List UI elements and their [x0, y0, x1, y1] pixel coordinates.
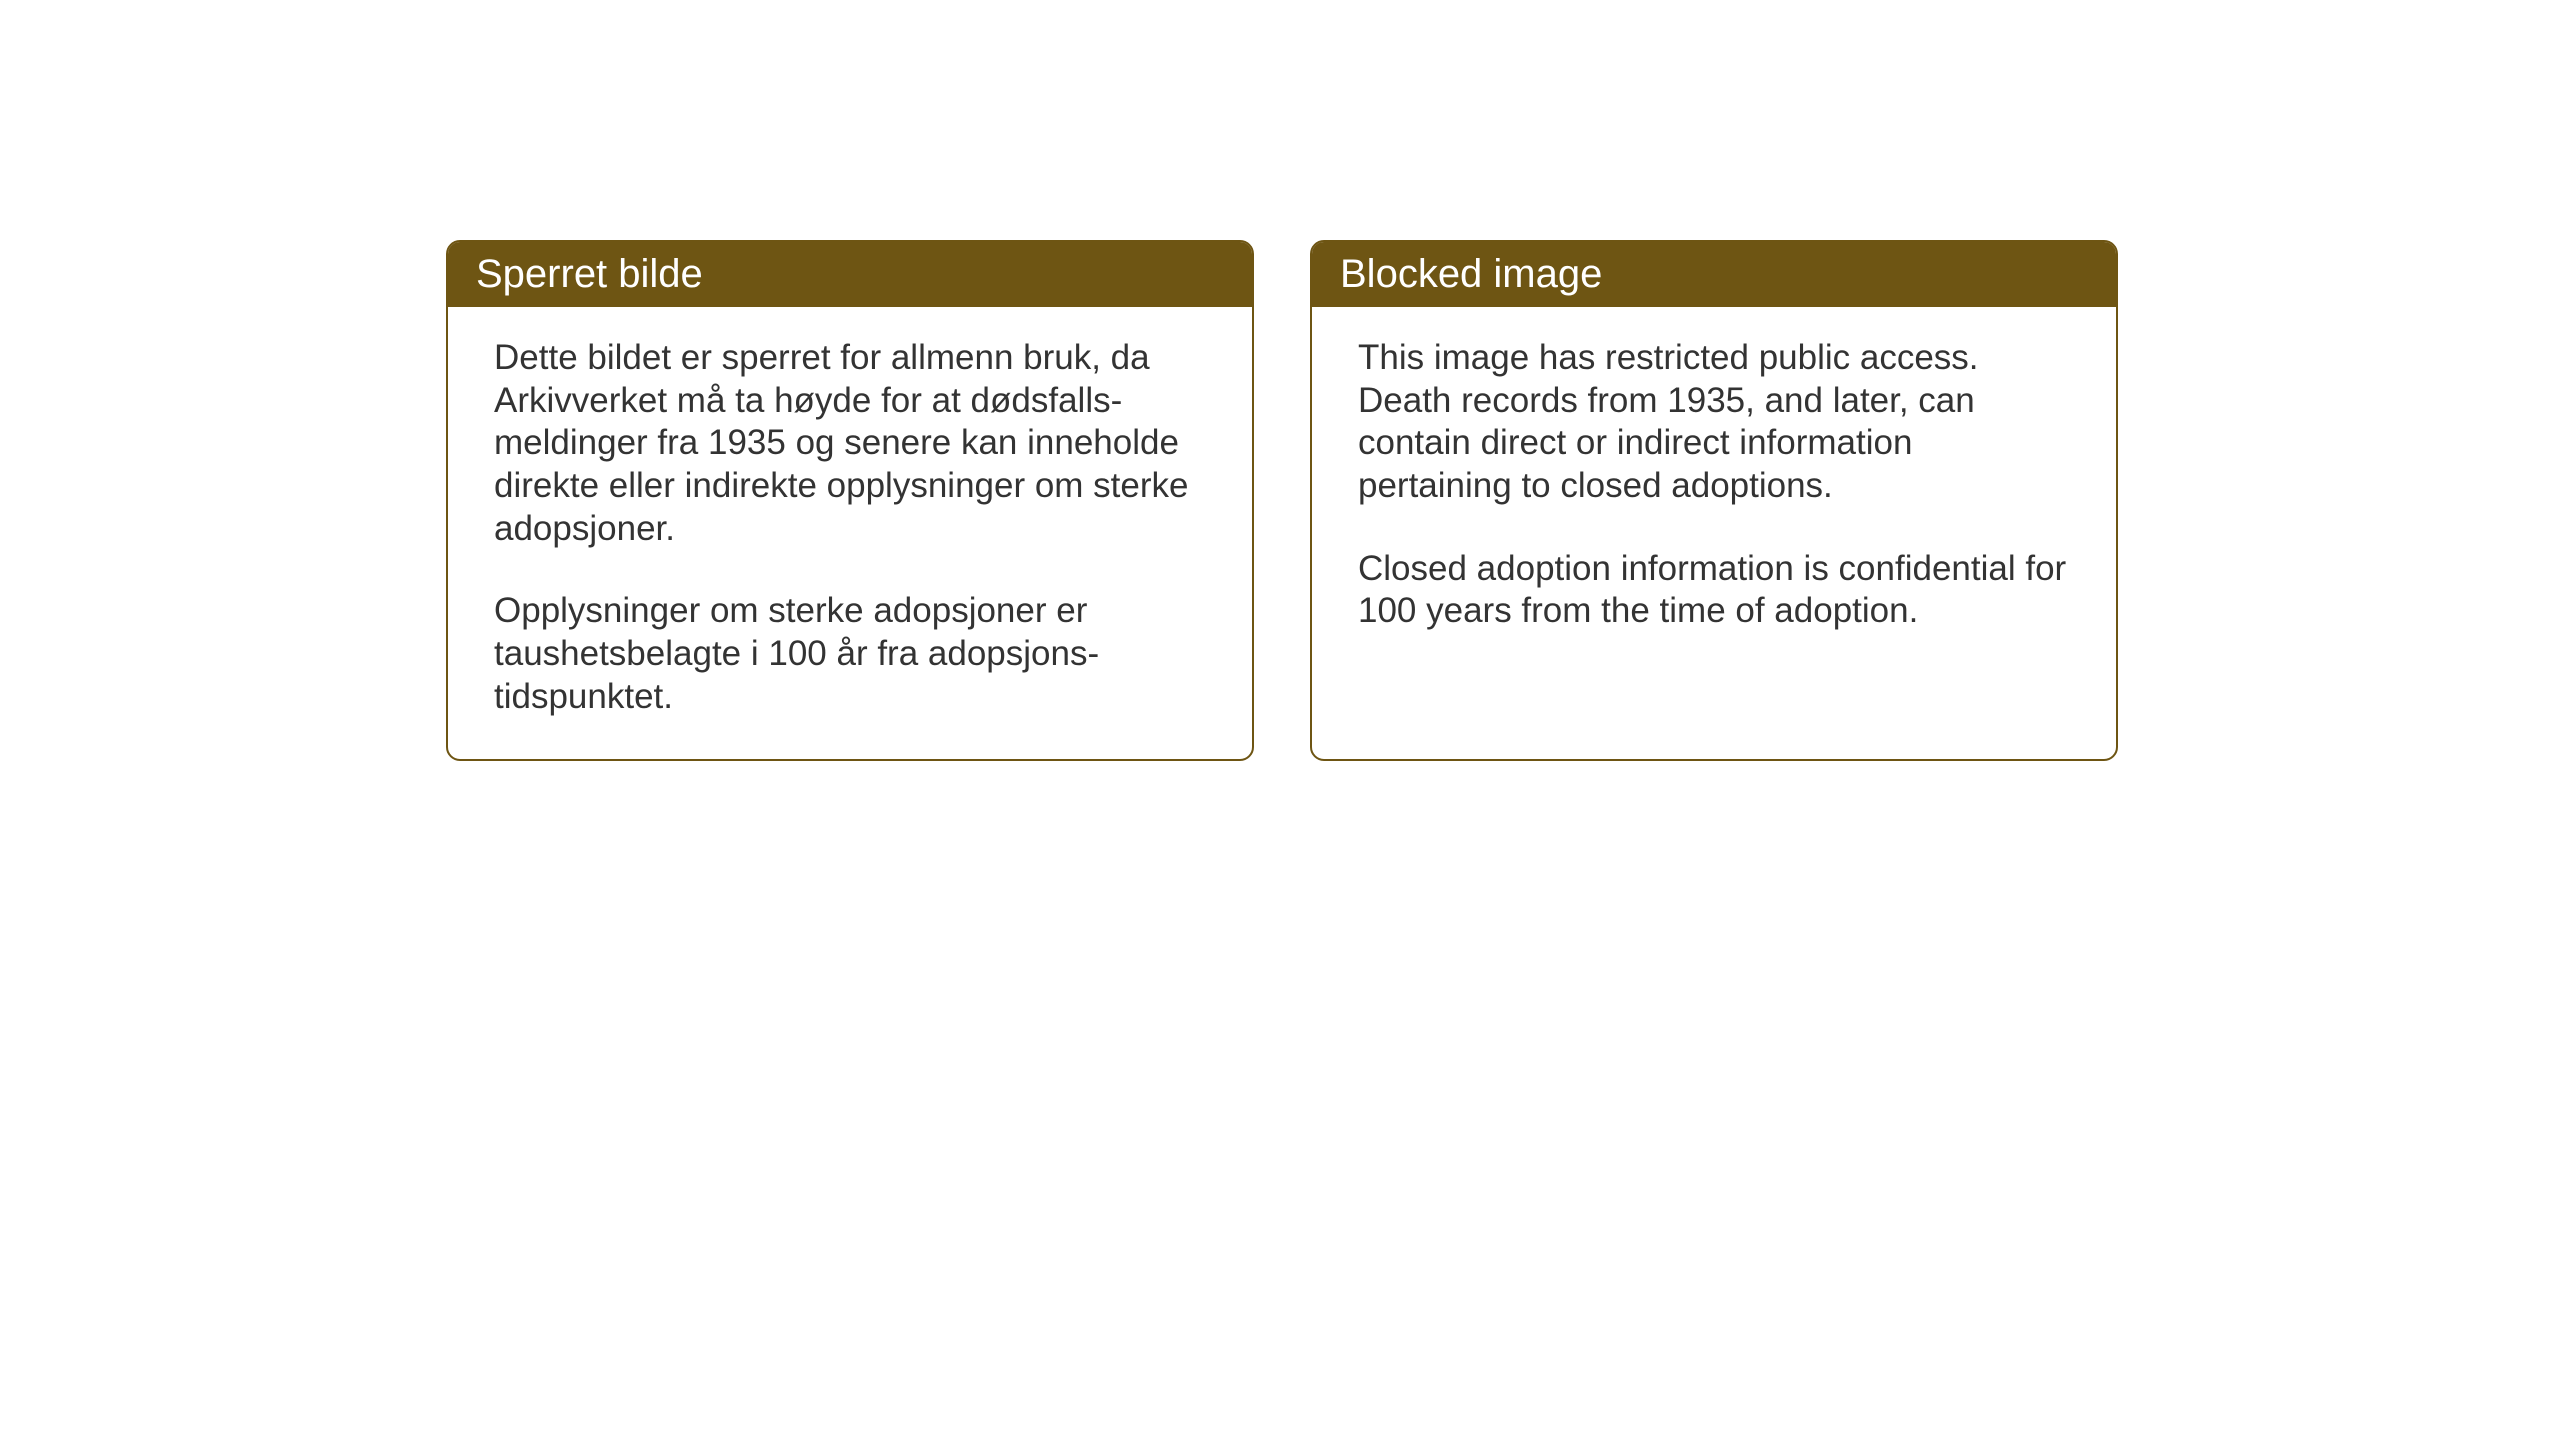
norwegian-card-body: Dette bildet er sperret for allmenn bruk…	[448, 307, 1252, 759]
norwegian-paragraph-2: Opplysninger om sterke adopsjoner er tau…	[494, 590, 1206, 718]
english-paragraph-2: Closed adoption information is confident…	[1358, 548, 2070, 633]
english-card-title: Blocked image	[1312, 242, 2116, 307]
english-paragraph-1: This image has restricted public access.…	[1358, 337, 2070, 508]
english-card-body: This image has restricted public access.…	[1312, 307, 2116, 673]
norwegian-info-card: Sperret bilde Dette bildet er sperret fo…	[446, 240, 1254, 761]
info-cards-container: Sperret bilde Dette bildet er sperret fo…	[446, 240, 2118, 761]
norwegian-card-title: Sperret bilde	[448, 242, 1252, 307]
norwegian-paragraph-1: Dette bildet er sperret for allmenn bruk…	[494, 337, 1206, 550]
english-info-card: Blocked image This image has restricted …	[1310, 240, 2118, 761]
